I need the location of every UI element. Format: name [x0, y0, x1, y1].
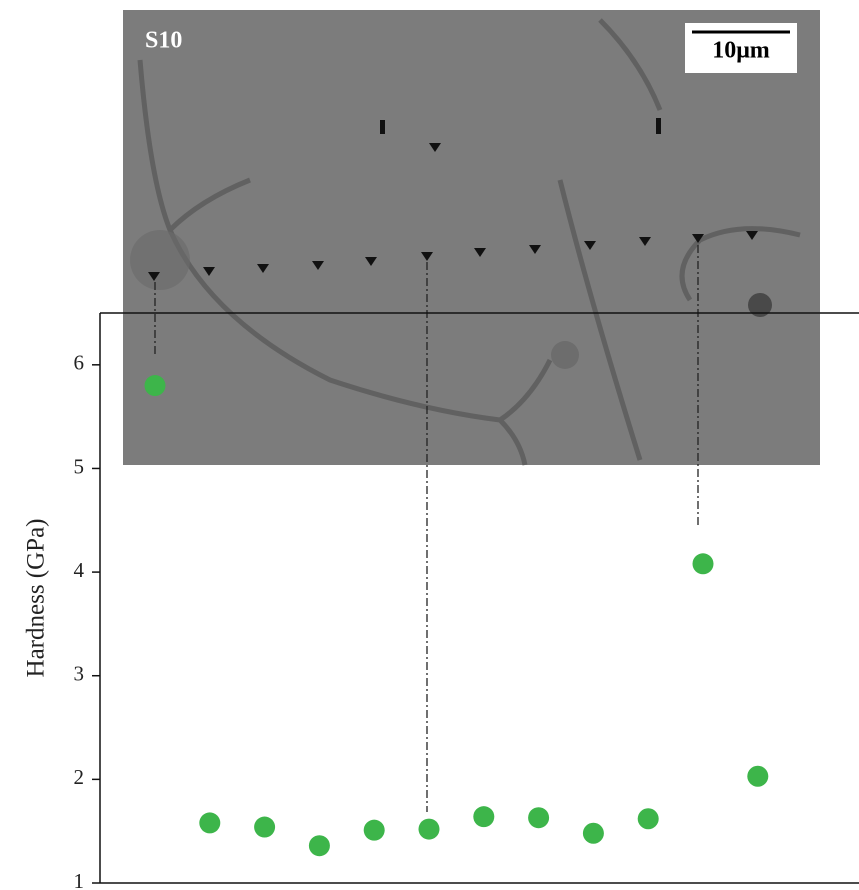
point: [637, 808, 659, 830]
point: [418, 818, 440, 840]
point: [308, 835, 330, 857]
point: [692, 553, 714, 575]
axes: [99, 312, 859, 884]
dark-region: [748, 293, 772, 317]
point: [528, 807, 550, 829]
point: [144, 375, 166, 397]
micrograph-background: [123, 10, 820, 465]
dark-region: [130, 230, 190, 290]
plot: 1 2 3 4 5 6: [74, 351, 769, 890]
y-tick-label: 2: [74, 765, 85, 789]
micrograph-label: S10: [145, 28, 182, 54]
y-tick-label: 3: [74, 662, 85, 686]
y-tick-label: 4: [74, 558, 85, 582]
point: [473, 806, 495, 828]
micrograph: S10 10μm: [123, 10, 820, 466]
y-tick-label: 6: [74, 351, 85, 375]
point: [254, 816, 276, 838]
scale-bar-label: 10μm: [712, 38, 770, 64]
point: [199, 812, 221, 834]
indents: [148, 118, 758, 281]
point: [747, 765, 769, 787]
dark-region: [551, 341, 579, 369]
guide-lines: [154, 245, 699, 812]
y-axis-label: Hardness (GPa): [23, 519, 50, 678]
point: [582, 822, 604, 844]
y-tick-label: 5: [74, 454, 85, 478]
point: [363, 819, 385, 841]
grain-boundary: [137, 18, 801, 466]
y-tick-label: 1: [74, 869, 85, 890]
